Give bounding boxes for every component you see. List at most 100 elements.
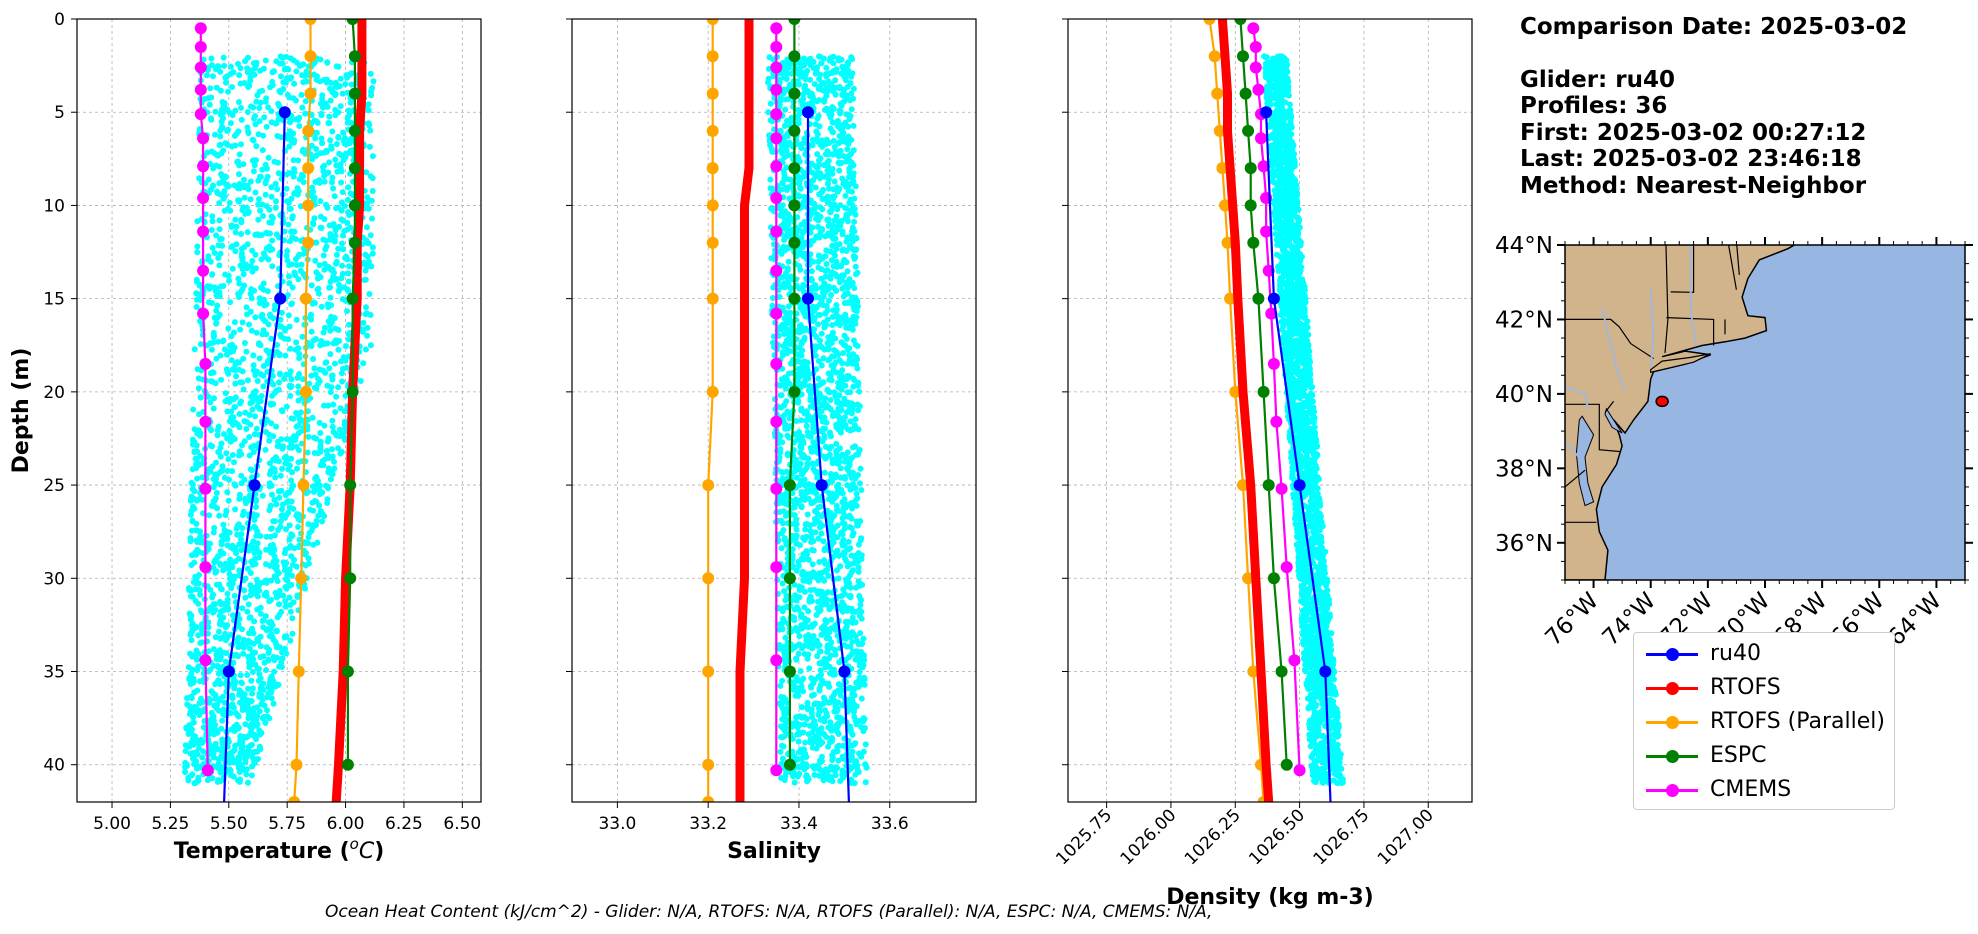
glider-scatter-point [324,301,331,308]
glider-scatter-point [256,105,263,111]
glider-scatter-point [273,627,280,634]
glider-scatter-point [260,327,267,334]
glider-scatter-point [839,228,846,235]
glider-scatter-point [849,70,856,77]
glider-scatter-point [229,680,236,687]
glider-scatter-point [237,65,244,72]
glider-scatter-point [235,275,242,282]
glider-scatter-point [283,650,290,657]
glider-scatter-point [248,295,255,302]
glider-scatter-point [227,395,234,402]
x-tick-label: 6.50 [443,814,481,834]
glider-scatter-point [278,407,285,414]
glider-scatter-point [262,180,269,187]
glider-scatter-point [268,335,275,342]
glider-scatter-point [187,650,193,657]
glider-scatter-point [252,524,259,531]
glider-scatter-point [246,412,253,418]
glider-scatter-point [206,512,213,519]
glider-scatter-point [843,558,850,565]
glider-scatter-point [767,100,774,107]
glider-scatter-point [327,278,334,285]
glider-scatter-point [797,266,804,273]
glider-scatter-point [813,460,820,467]
glider-scatter-point [287,608,294,615]
glider-scatter-point [305,555,312,562]
glider-scatter-point [781,588,788,595]
glider-scatter-point [362,276,369,283]
glider-scatter-point [219,242,226,249]
x-tick-label: 6.25 [385,814,423,834]
glider-scatter-point [815,598,822,605]
glider-scatter-point [319,164,326,170]
glider-scatter-point [248,444,255,451]
glider-scatter-point [849,56,856,63]
glider-scatter-point [829,537,836,544]
glider-scatter-point [204,72,210,79]
glider-scatter-point [783,164,790,171]
glider-scatter-point [857,518,864,525]
glider-scatter-point [847,418,854,425]
glider-scatter-point [301,539,308,546]
glider-scatter-point [296,544,303,551]
glider-scatter-point [832,77,839,84]
glider-scatter-point [247,466,254,473]
glider-scatter-point [221,346,228,353]
glider-scatter-point [344,308,350,315]
glider-scatter-point [264,173,271,180]
series-marker [197,132,210,145]
glider-scatter-point [335,445,342,452]
glider-scatter-point [805,608,812,615]
glider-scatter-point [238,104,244,111]
series-marker [199,415,212,428]
glider-scatter-point [262,253,269,260]
glider-scatter-point [843,576,850,583]
glider-scatter-point [240,386,247,393]
glider-scatter-point [266,715,273,722]
glider-scatter-point [821,324,828,331]
glider-scatter-point [218,376,225,383]
glider-scatter-point [229,468,236,475]
glider-scatter-point [194,456,200,462]
glider-scatter-point [295,389,302,396]
glider-scatter-point [238,745,245,752]
glider-scatter-point [782,385,789,392]
glider-scatter-point [236,615,243,622]
glider-scatter-point [212,131,218,138]
glider-scatter-point [817,667,824,674]
glider-scatter-point [845,538,852,545]
glider-scatter-point [238,480,245,487]
glider-scatter-point [779,179,786,186]
glider-scatter-point [256,708,263,715]
glider-scatter-point [321,456,328,463]
glider-scatter-point [817,393,824,400]
glider-scatter-point [229,580,236,587]
glider-scatter-point [333,393,340,400]
glider-scatter-point [247,742,254,749]
glider-scatter-point [282,546,289,553]
series-marker [348,236,361,249]
series-marker [348,162,361,175]
glider-scatter-point [287,543,294,549]
glider-scatter-point [208,55,215,62]
glider-scatter-point [852,254,859,261]
glider-scatter-point [326,222,333,229]
glider-scatter-point [309,522,316,529]
glider-scatter-point [219,338,226,345]
glider-scatter-point [828,763,835,770]
glider-scatter-point [280,86,287,92]
glider-scatter-point [835,140,842,147]
glider-scatter-point [845,373,852,380]
glider-scatter-point [798,613,804,620]
glider-scatter-point [808,448,815,455]
glider-scatter-point [233,223,240,230]
glider-scatter-point [268,420,275,427]
glider-scatter-point [228,726,235,733]
glider-scatter-point [232,229,239,236]
glider-scatter-point [231,573,238,580]
glider-scatter-point [834,313,841,320]
glider-scatter-point [257,654,264,661]
glider-scatter-point [296,350,303,357]
glider-scatter-point [263,533,270,540]
glider-scatter-point [238,253,245,260]
